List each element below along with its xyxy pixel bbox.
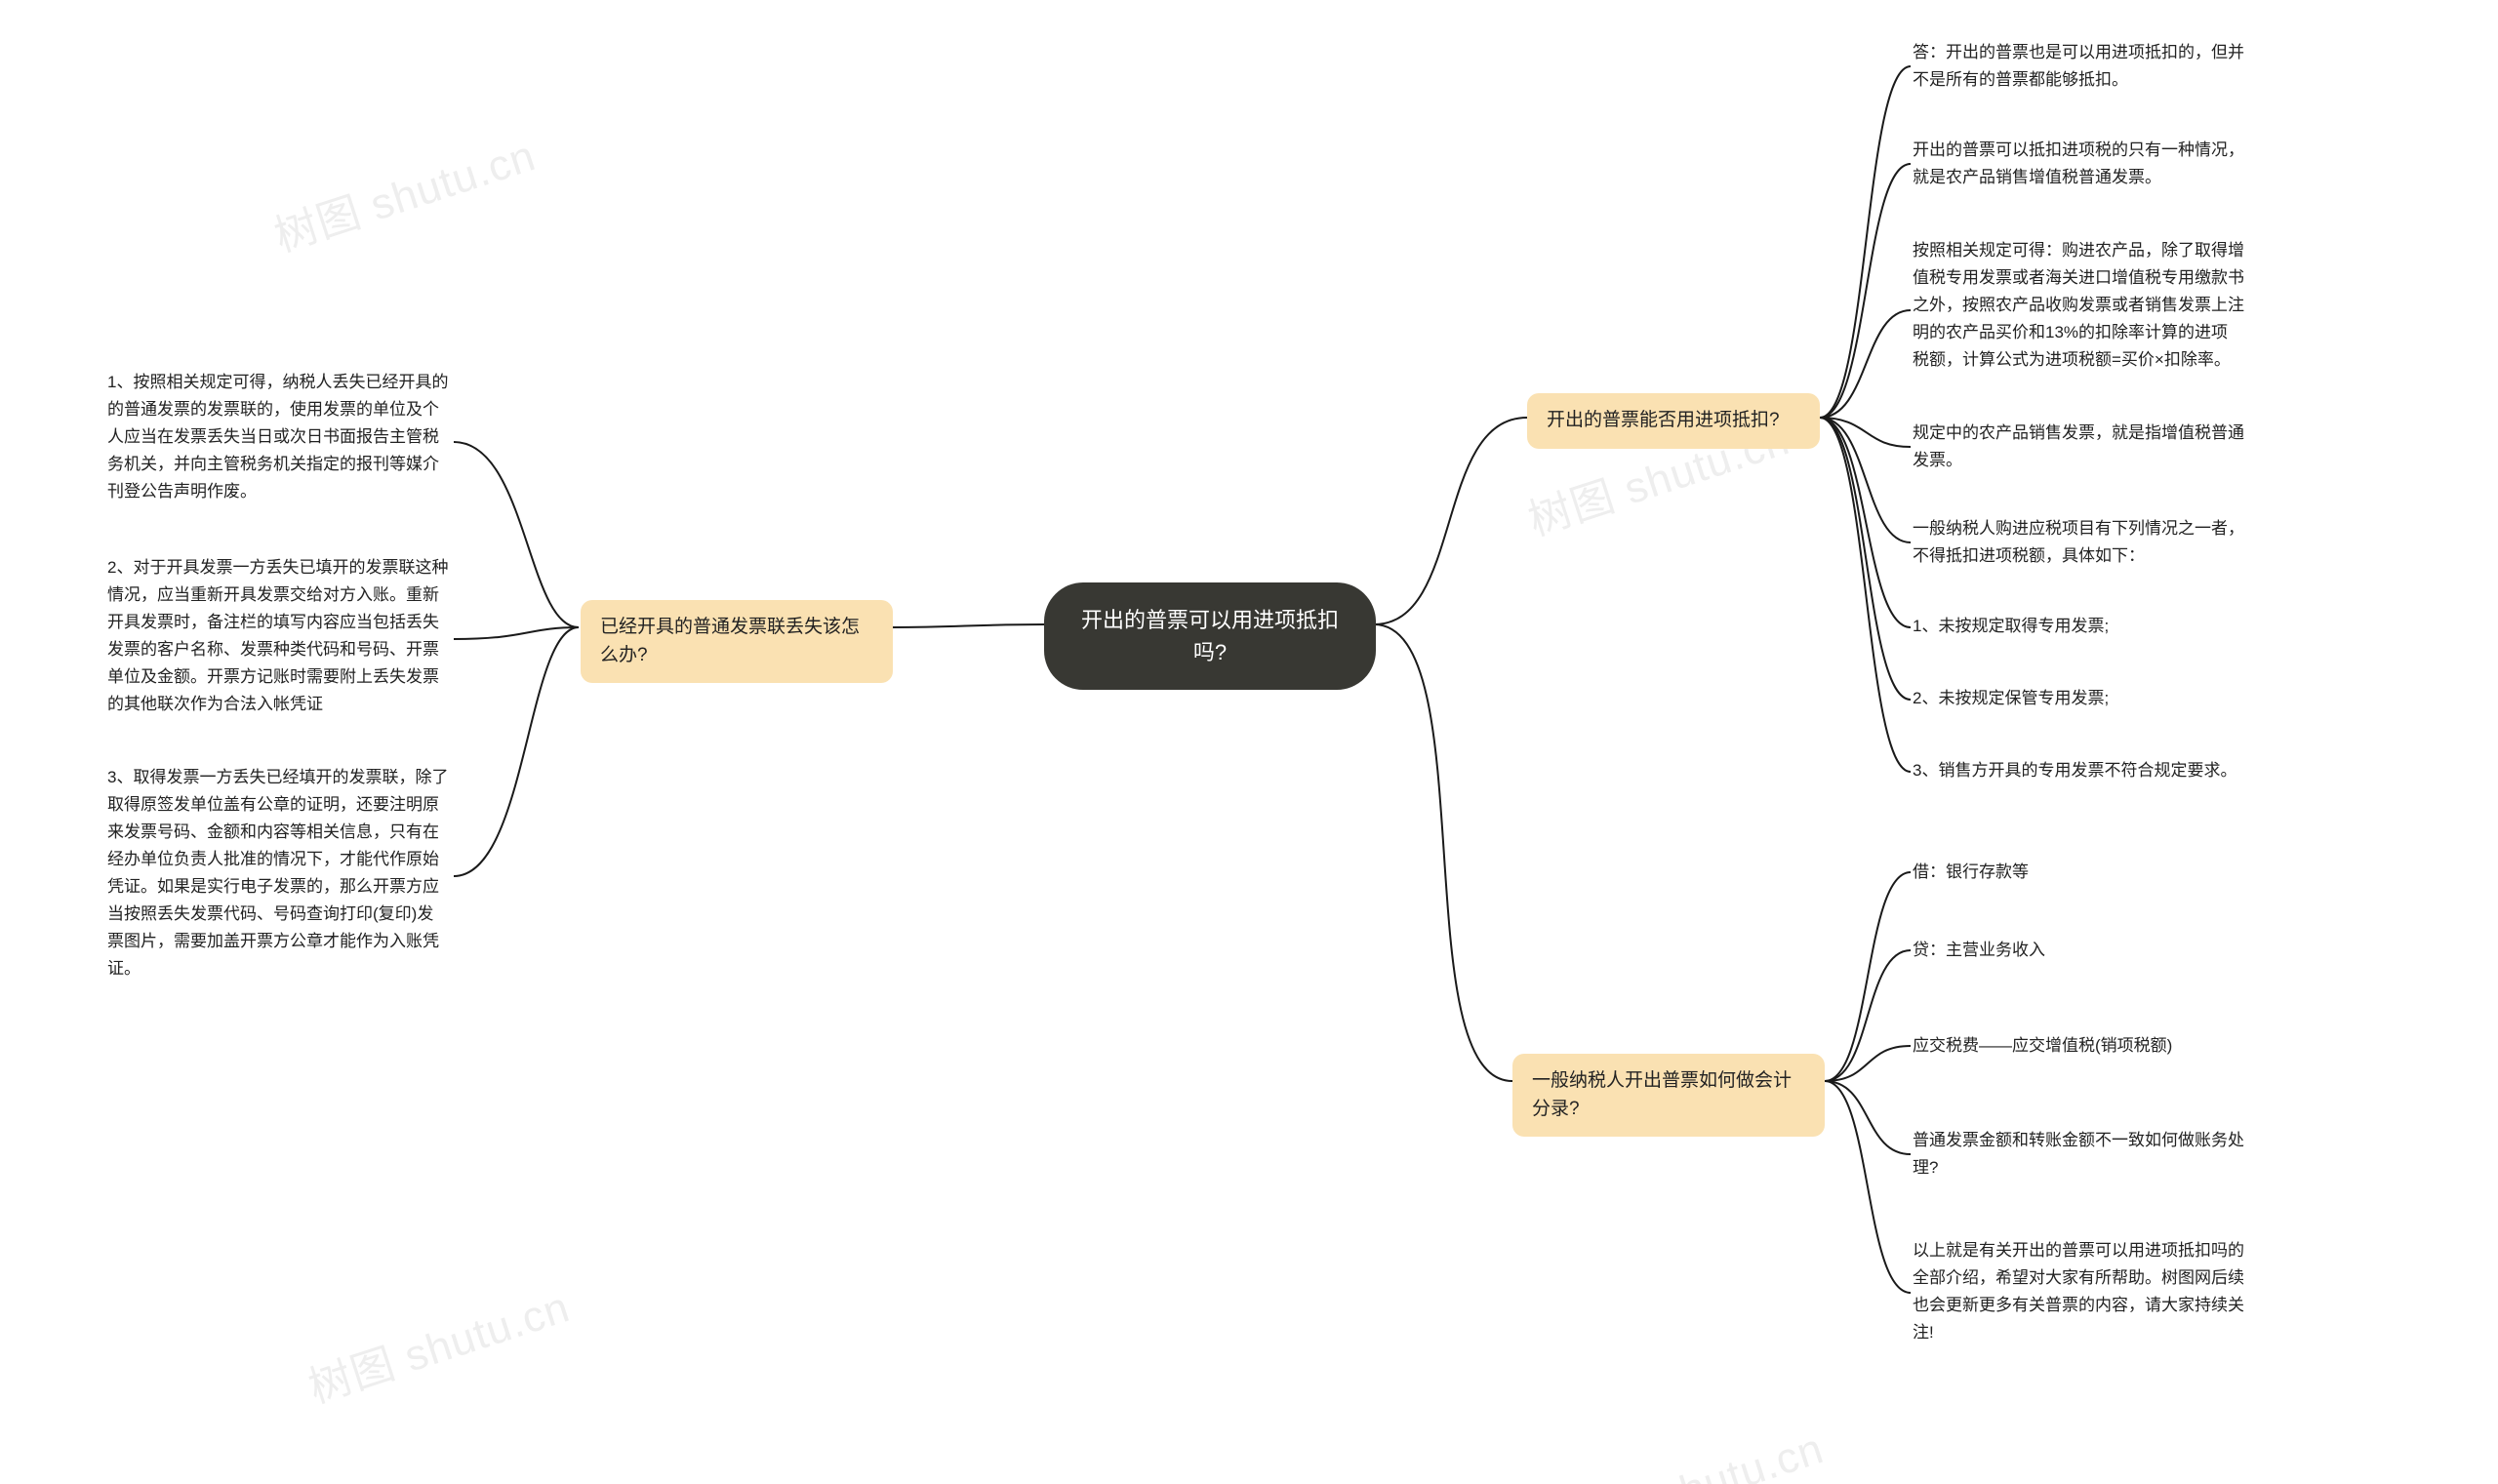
branch-label: 开出的普票能否用进项抵扣? <box>1527 393 1820 449</box>
leaf-node: 规定中的农产品销售发票，就是指增值税普通发票。 <box>1913 420 2244 474</box>
leaf-node: 应交税费——应交增值税(销项税额) <box>1913 1032 2244 1060</box>
leaf-node: 3、销售方开具的专用发票不符合规定要求。 <box>1913 757 2244 784</box>
mindmap-canvas: 树图 shutu.cn 树图 shutu.cn 树图 shutu.cn 树图 s… <box>0 0 2498 1484</box>
leaf-node: 贷：主营业务收入 <box>1913 937 2244 964</box>
leaf-text: 应交税费——应交增值税(销项税额) <box>1913 1032 2244 1060</box>
branch-left: 已经开具的普通发票联丢失该怎么办? <box>581 600 893 683</box>
leaf-text: 借：银行存款等 <box>1913 859 2244 886</box>
branch-label: 已经开具的普通发票联丢失该怎么办? <box>581 600 893 683</box>
branch-label: 一般纳税人开出普票如何做会计分录? <box>1512 1054 1825 1137</box>
leaf-node: 1、未按规定取得专用发票; <box>1913 613 2244 640</box>
leaf-node: 按照相关规定可得：购进农产品，除了取得增值税专用发票或者海关进口增值税专用缴款书… <box>1913 237 2244 374</box>
leaf-node: 借：银行存款等 <box>1913 859 2244 886</box>
leaf-text: 2、未按规定保管专用发票; <box>1913 685 2244 712</box>
leaf-text: 1、按照相关规定可得，纳税人丢失已经开具的的普通发票的发票联的，使用发票的单位及… <box>107 369 449 505</box>
leaf-node: 1、按照相关规定可得，纳税人丢失已经开具的的普通发票的发票联的，使用发票的单位及… <box>107 369 449 505</box>
leaf-text: 3、取得发票一方丢失已经填开的发票联，除了取得原签发单位盖有公章的证明，还要注明… <box>107 764 449 983</box>
leaf-text: 一般纳税人购进应税项目有下列情况之一者，不得抵扣进项税额，具体如下： <box>1913 515 2244 570</box>
leaf-node: 2、对于开具发票一方丢失已填开的发票联这种情况，应当重新开具发票交给对方入账。重… <box>107 554 449 718</box>
leaf-text: 按照相关规定可得：购进农产品，除了取得增值税专用发票或者海关进口增值税专用缴款书… <box>1913 237 2244 374</box>
leaf-text: 2、对于开具发票一方丢失已填开的发票联这种情况，应当重新开具发票交给对方入账。重… <box>107 554 449 718</box>
leaf-text: 开出的普票可以抵扣进项税的只有一种情况，就是农产品销售增值税普通发票。 <box>1913 137 2244 191</box>
leaf-node: 开出的普票可以抵扣进项税的只有一种情况，就是农产品销售增值税普通发票。 <box>1913 137 2244 191</box>
leaf-text: 以上就是有关开出的普票可以用进项抵扣吗的全部介绍，希望对大家有所帮助。树图网后续… <box>1913 1237 2244 1346</box>
leaf-node: 普通发票金额和转账金额不一致如何做账务处理? <box>1913 1127 2244 1182</box>
leaf-node: 3、取得发票一方丢失已经填开的发票联，除了取得原签发单位盖有公章的证明，还要注明… <box>107 764 449 983</box>
branch-right-1: 开出的普票能否用进项抵扣? <box>1527 393 1820 449</box>
root-label: 开出的普票可以用进项抵扣吗? <box>1044 582 1376 690</box>
leaf-text: 规定中的农产品销售发票，就是指增值税普通发票。 <box>1913 420 2244 474</box>
branch-right-2: 一般纳税人开出普票如何做会计分录? <box>1512 1054 1825 1137</box>
leaf-text: 答：开出的普票也是可以用进项抵扣的，但并不是所有的普票都能够抵扣。 <box>1913 39 2244 94</box>
root-node: 开出的普票可以用进项抵扣吗? <box>1044 582 1376 690</box>
leaf-text: 3、销售方开具的专用发票不符合规定要求。 <box>1913 757 2244 784</box>
leaf-node: 一般纳税人购进应税项目有下列情况之一者，不得抵扣进项税额，具体如下： <box>1913 515 2244 570</box>
leaf-node: 以上就是有关开出的普票可以用进项抵扣吗的全部介绍，希望对大家有所帮助。树图网后续… <box>1913 1237 2244 1346</box>
leaf-text: 1、未按规定取得专用发票; <box>1913 613 2244 640</box>
leaf-node: 答：开出的普票也是可以用进项抵扣的，但并不是所有的普票都能够抵扣。 <box>1913 39 2244 94</box>
leaf-node: 2、未按规定保管专用发票; <box>1913 685 2244 712</box>
leaf-text: 普通发票金额和转账金额不一致如何做账务处理? <box>1913 1127 2244 1182</box>
leaf-text: 贷：主营业务收入 <box>1913 937 2244 964</box>
